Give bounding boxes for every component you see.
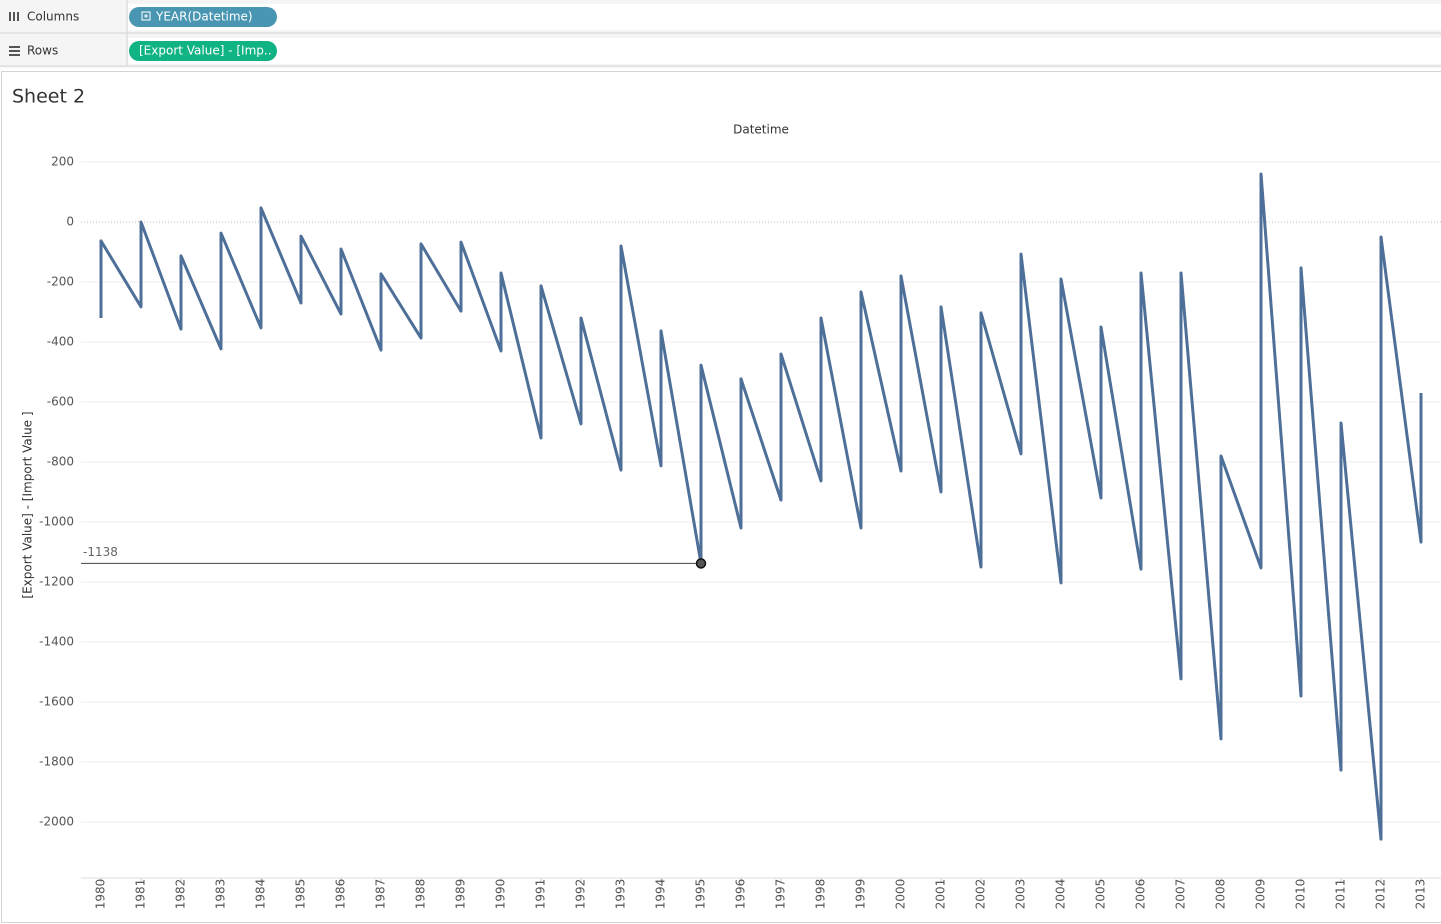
x-tick-label: 2003 <box>1014 879 1028 910</box>
x-tick-label: 1986 <box>334 879 348 910</box>
y-tick-label: -1200 <box>39 575 74 589</box>
x-tick-label: 1987 <box>374 879 388 910</box>
x-tick-label: 2001 <box>934 879 948 910</box>
y-tick-label: -1400 <box>39 635 74 649</box>
x-tick-label: 1992 <box>574 879 588 910</box>
x-axis-title: Datetime <box>733 123 789 137</box>
x-tick-label: 1984 <box>254 879 268 910</box>
x-tick-label: 1989 <box>454 879 468 910</box>
x-tick-label: 2006 <box>1134 879 1148 910</box>
x-tick-label: 1999 <box>854 879 868 910</box>
sheet-pane <box>1 71 1441 923</box>
x-tick-label: 1980 <box>94 879 108 910</box>
columns-pill-text: YEAR(Datetime) <box>155 10 253 24</box>
y-tick-label: -400 <box>47 335 74 349</box>
x-tick-label: 2008 <box>1214 879 1228 910</box>
x-tick-label: 1994 <box>654 879 668 910</box>
rows-label: Rows <box>27 44 58 58</box>
y-tick-label: -2000 <box>39 815 74 829</box>
sheet-title: Sheet 2 <box>12 86 85 108</box>
x-tick-label: 1996 <box>734 879 748 910</box>
x-tick-label: 2009 <box>1254 879 1268 910</box>
x-tick-label: 1995 <box>694 879 708 910</box>
x-tick-label: 1998 <box>814 879 828 910</box>
reference-label: -1138 <box>83 545 118 559</box>
x-tick-label: 1990 <box>494 879 508 910</box>
x-tick-label: 2012 <box>1374 879 1388 910</box>
x-tick-label: 1985 <box>294 879 308 910</box>
y-tick-label: 200 <box>51 155 74 169</box>
x-tick-label: 2005 <box>1094 879 1108 910</box>
x-tick-label: 2007 <box>1174 879 1188 910</box>
x-tick-label: 2011 <box>1334 879 1348 910</box>
y-tick-label: -800 <box>47 455 74 469</box>
x-tick-label: 1993 <box>614 879 628 910</box>
columns-label: Columns <box>27 10 79 24</box>
y-tick-label: 0 <box>66 215 74 229</box>
rows-icon <box>9 46 20 56</box>
y-tick-label: -600 <box>47 395 74 409</box>
columns-shelf[interactable] <box>128 4 1441 30</box>
columns-pill[interactable] <box>129 7 277 27</box>
x-tick-label: 2004 <box>1054 879 1068 910</box>
y-tick-label: -1000 <box>39 515 74 529</box>
x-tick-label: 1988 <box>414 879 428 910</box>
x-tick-label: 2002 <box>974 879 988 910</box>
expand-icon <box>141 11 151 21</box>
rows-pill-text: [Export Value] - [Imp.. <box>139 44 272 58</box>
y-tick-label: -1600 <box>39 695 74 709</box>
y-tick-label: -200 <box>47 275 74 289</box>
x-tick-label: 1982 <box>174 879 188 910</box>
x-tick-label: 2013 <box>1414 879 1428 910</box>
x-tick-label: 1997 <box>774 879 788 910</box>
x-tick-label: 2000 <box>894 879 908 910</box>
x-tick-label: 2010 <box>1294 879 1308 910</box>
highlighted-point <box>695 558 707 569</box>
rows-shelf[interactable] <box>128 38 1441 64</box>
x-tick-label: 1981 <box>134 879 148 910</box>
data-line <box>99 172 1423 841</box>
x-tick-label: 1983 <box>214 879 228 910</box>
y-tick-label: -1800 <box>39 755 74 769</box>
y-axis-title: [Export Value] - [Import Value ] <box>21 411 35 598</box>
x-tick-label: 1991 <box>534 879 548 910</box>
columns-icon <box>9 12 19 21</box>
rows-pill[interactable] <box>129 41 277 61</box>
